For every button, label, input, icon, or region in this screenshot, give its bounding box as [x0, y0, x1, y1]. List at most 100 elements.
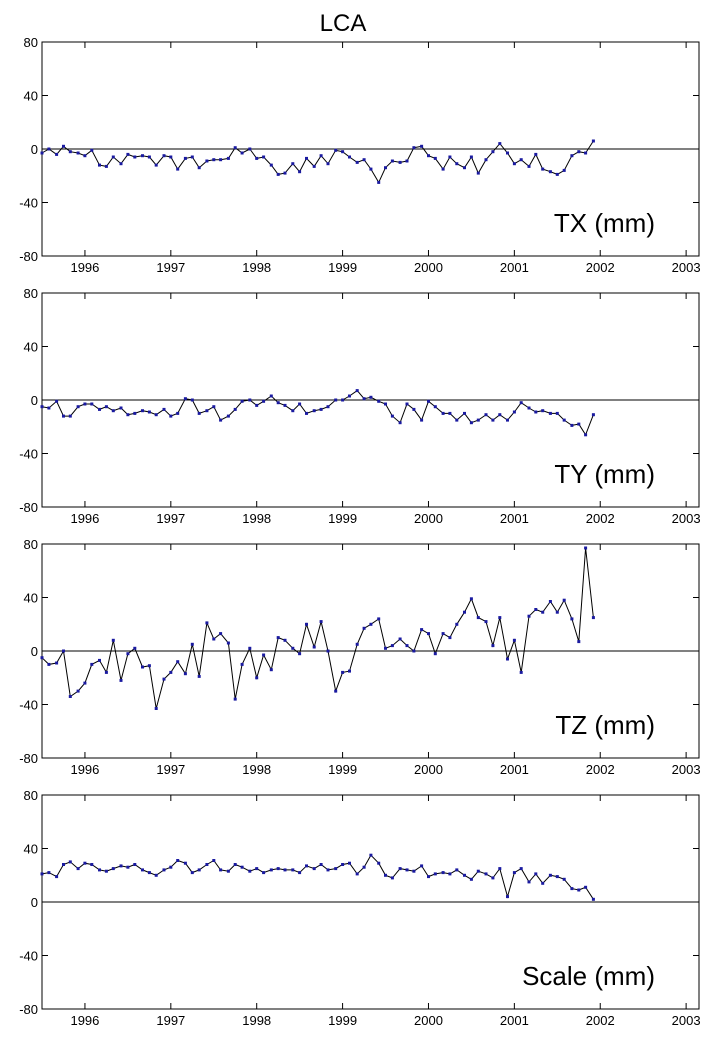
- data-point: [405, 159, 409, 163]
- data-point: [233, 697, 237, 701]
- data-point: [362, 626, 366, 630]
- data-point: [512, 162, 516, 166]
- data-point: [420, 144, 424, 148]
- data-point: [147, 155, 151, 159]
- data-point: [319, 863, 323, 866]
- data-point: [68, 695, 72, 698]
- data-point: [62, 414, 65, 418]
- data-point: [355, 872, 359, 876]
- data-point: [111, 409, 115, 413]
- data-point: [433, 872, 437, 876]
- data-point: [248, 646, 252, 650]
- data-point: [498, 867, 502, 871]
- data-point: [498, 413, 502, 417]
- data-point: [90, 402, 94, 406]
- data-point: [584, 885, 588, 889]
- data-point: [577, 422, 581, 426]
- data-point: [484, 620, 488, 624]
- data-point: [463, 610, 466, 614]
- data-point: [463, 411, 466, 415]
- data-point: [348, 861, 351, 865]
- data-point: [562, 168, 566, 172]
- data-point: [291, 646, 295, 650]
- data-point: [362, 397, 366, 401]
- data-point: [463, 873, 466, 877]
- data-point: [154, 163, 158, 167]
- data-point: [312, 645, 316, 649]
- x-tick-label: 1998: [242, 762, 271, 777]
- data-point: [47, 662, 51, 666]
- data-point: [448, 872, 452, 876]
- y-tick-label: 80: [24, 286, 38, 301]
- data-point: [570, 617, 574, 621]
- data-point: [90, 148, 94, 152]
- data-point: [369, 622, 373, 626]
- data-point: [305, 156, 308, 160]
- data-point: [190, 871, 194, 875]
- data-point: [369, 395, 373, 399]
- data-point: [291, 868, 295, 872]
- data-point: [68, 860, 72, 864]
- x-tick-label: 1997: [156, 762, 185, 777]
- data-point: [240, 151, 244, 155]
- x-tick-label: 2003: [672, 260, 701, 275]
- data-point: [469, 877, 473, 881]
- y-tick-label: 40: [24, 842, 38, 857]
- data-point: [98, 163, 101, 167]
- x-tick-label: 2001: [500, 511, 529, 526]
- data-point: [476, 171, 480, 175]
- data-point: [147, 871, 151, 875]
- data-point: [491, 876, 495, 880]
- data-point: [548, 600, 552, 603]
- data-point: [484, 413, 488, 417]
- data-point: [512, 871, 516, 875]
- data-point: [219, 868, 223, 872]
- data-point: [384, 873, 387, 877]
- data-point: [377, 861, 381, 865]
- data-point: [219, 418, 223, 422]
- data-point: [369, 167, 373, 171]
- data-point: [76, 405, 80, 409]
- x-tick-label: 1997: [156, 511, 185, 526]
- data-point: [226, 641, 230, 645]
- panel-label: TZ (mm): [555, 710, 655, 740]
- data-point: [577, 888, 581, 892]
- data-point: [390, 644, 394, 648]
- data-point: [283, 868, 287, 872]
- x-tick-label: 2002: [586, 762, 615, 777]
- data-point: [548, 873, 552, 877]
- y-tick-label: 80: [24, 35, 38, 50]
- data-point: [377, 617, 381, 621]
- data-point: [334, 867, 338, 871]
- data-point: [519, 867, 523, 871]
- data-point: [147, 410, 151, 414]
- data-point: [390, 876, 394, 880]
- data-point: [584, 433, 588, 437]
- data-point: [104, 869, 108, 873]
- y-tick-label: -80: [19, 249, 38, 264]
- data-point: [248, 869, 252, 873]
- data-point: [362, 158, 366, 162]
- data-point: [326, 405, 330, 409]
- data-point: [190, 155, 194, 159]
- data-point: [362, 865, 366, 869]
- data-point: [262, 871, 266, 875]
- data-point: [83, 861, 87, 865]
- data-point: [519, 670, 523, 674]
- x-tick-label: 1998: [242, 1013, 271, 1028]
- x-tick-label: 2000: [414, 762, 443, 777]
- y-tick-label: -80: [19, 500, 38, 515]
- x-tick-label: 1999: [328, 260, 357, 275]
- data-point: [412, 649, 416, 653]
- data-point: [348, 394, 351, 398]
- data-point: [405, 402, 409, 406]
- data-point: [212, 405, 216, 409]
- data-point: [269, 163, 273, 167]
- data-point: [55, 152, 59, 156]
- panel-label: TX (mm): [554, 208, 655, 238]
- data-point: [384, 402, 387, 406]
- y-tick-label: 0: [31, 895, 38, 910]
- data-point: [369, 853, 373, 857]
- data-point: [147, 664, 151, 668]
